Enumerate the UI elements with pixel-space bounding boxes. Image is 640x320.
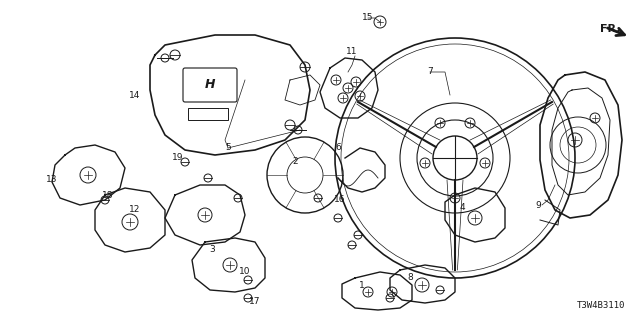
Text: 10: 10 bbox=[239, 268, 251, 276]
Bar bbox=[188, 108, 228, 120]
Text: 9: 9 bbox=[535, 201, 541, 210]
Text: 16: 16 bbox=[334, 196, 346, 204]
Text: FR.: FR. bbox=[600, 24, 621, 34]
Text: 8: 8 bbox=[407, 274, 413, 283]
Text: 14: 14 bbox=[129, 91, 141, 100]
Text: 19: 19 bbox=[172, 154, 184, 163]
Text: 15: 15 bbox=[362, 13, 374, 22]
Text: 13: 13 bbox=[46, 175, 58, 185]
Text: 7: 7 bbox=[427, 68, 433, 76]
Text: 4: 4 bbox=[459, 204, 465, 212]
Text: 17: 17 bbox=[249, 298, 260, 307]
Text: 18: 18 bbox=[102, 190, 114, 199]
Text: 2: 2 bbox=[292, 157, 298, 166]
Text: 6: 6 bbox=[335, 143, 341, 153]
Text: 11: 11 bbox=[346, 47, 358, 57]
Text: H: H bbox=[205, 78, 215, 92]
Text: T3W4B3110: T3W4B3110 bbox=[577, 301, 625, 310]
Text: 3: 3 bbox=[209, 245, 215, 254]
Text: 5: 5 bbox=[225, 143, 231, 153]
Text: 1: 1 bbox=[359, 281, 365, 290]
Text: 12: 12 bbox=[129, 205, 141, 214]
